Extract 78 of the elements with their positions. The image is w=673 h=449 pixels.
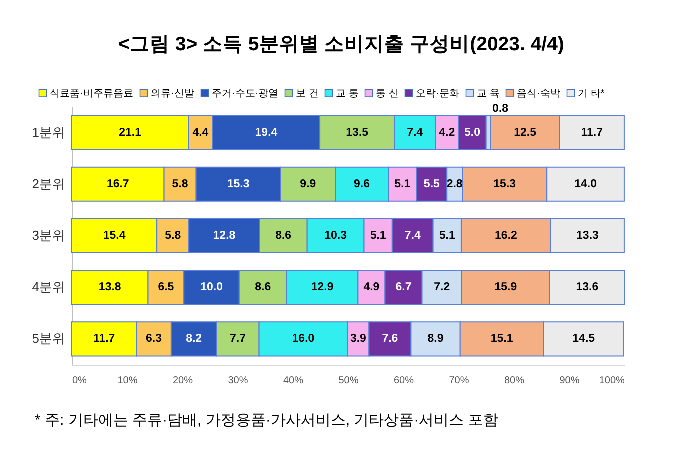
data-label: 7.4 xyxy=(407,126,424,139)
data-label: 13.6 xyxy=(576,282,599,294)
data-label: 3.9 xyxy=(350,333,366,346)
legend-label: 보 건 xyxy=(296,88,319,100)
data-label: 10.3 xyxy=(324,230,347,242)
data-label: 6.7 xyxy=(396,282,412,294)
legend-label: 교 육 xyxy=(477,88,500,100)
data-label: 4.9 xyxy=(364,282,380,294)
data-label: 7.6 xyxy=(382,333,398,346)
data-label: 4.2 xyxy=(439,126,456,139)
data-label: 0.8 xyxy=(492,102,510,115)
data-label: 13.5 xyxy=(346,126,370,139)
y-tick-label: 4분위 xyxy=(32,280,66,295)
chart-title: <그림 3> 소득 5분위별 소비지출 구성비(2023. 4/4) xyxy=(118,34,564,56)
data-label: 5.1 xyxy=(370,230,387,242)
x-tick-label: 0% xyxy=(72,376,88,386)
data-label: 4.4 xyxy=(192,126,210,139)
data-label: 12.5 xyxy=(514,126,538,139)
data-label: 11.7 xyxy=(581,126,604,139)
legend-label: 의류·신발 xyxy=(151,88,194,100)
legend-label: 오락·문화 xyxy=(416,88,460,100)
y-tick-label: 1분위 xyxy=(32,124,66,140)
x-tick-label: 80% xyxy=(504,376,525,386)
data-label: 7.2 xyxy=(434,282,450,294)
data-label: 9.9 xyxy=(300,178,316,190)
legend-label: 주거·수도·광열 xyxy=(212,88,279,100)
data-label: 14.5 xyxy=(572,333,596,346)
data-label: 10.0 xyxy=(200,282,223,294)
legend-label: 통 신 xyxy=(376,88,399,100)
data-label: 5.5 xyxy=(424,178,441,190)
y-tick-label: 5분위 xyxy=(32,331,66,346)
data-label: 5.1 xyxy=(394,178,412,190)
data-label: 9.6 xyxy=(354,178,370,190)
data-label: 8.2 xyxy=(186,333,202,346)
data-label: 5.8 xyxy=(165,230,182,242)
data-label: 5.8 xyxy=(172,178,189,190)
data-label: 13.8 xyxy=(98,282,122,294)
data-label: 16.0 xyxy=(292,333,315,346)
data-label: 5.1 xyxy=(439,230,456,242)
data-label: 13.3 xyxy=(576,230,599,242)
data-label: 6.5 xyxy=(158,282,175,294)
data-label: 6.3 xyxy=(146,333,162,346)
x-tick-label: 40% xyxy=(283,376,304,386)
data-label: 21.1 xyxy=(119,126,142,139)
x-tick-label: 30% xyxy=(228,376,248,386)
text: * 주: 기타에는 주류·담배, 가정용품·가사서비스, 기타상품·서비스 포함 xyxy=(35,412,498,429)
x-tick-label: 50% xyxy=(338,376,359,386)
data-label: 16.2 xyxy=(495,230,518,242)
x-tick-label: 10% xyxy=(118,376,138,386)
data-label: 15.3 xyxy=(494,178,516,190)
x-tick-label: 70% xyxy=(449,376,470,386)
data-label: 7.4 xyxy=(404,230,422,242)
data-label: 15.1 xyxy=(490,333,514,346)
data-label: 2.8 xyxy=(446,178,464,190)
data-label: 8.6 xyxy=(255,282,272,294)
x-tick-label: 90% xyxy=(560,376,580,386)
data-label: 8.9 xyxy=(428,333,444,346)
x-tick-label: 100% xyxy=(599,376,626,386)
legend-label: 기 타* xyxy=(578,88,605,100)
data-label: 15.9 xyxy=(494,282,518,294)
y-tick-label: 2분위 xyxy=(32,176,66,192)
legend-label: 교 통 xyxy=(336,88,359,100)
data-label: 14.0 xyxy=(574,178,597,190)
x-tick-label: 20% xyxy=(172,376,194,386)
data-label: 12.9 xyxy=(311,282,334,294)
data-label: 15.4 xyxy=(103,230,126,242)
data-label: 8.6 xyxy=(276,230,292,242)
data-label: 11.7 xyxy=(93,333,116,346)
legend-label: 음식·숙박 xyxy=(517,88,560,100)
data-label: 16.7 xyxy=(106,178,130,190)
legend-label: 식료품·비주류음료 xyxy=(50,88,134,100)
y-tick-label: 3분위 xyxy=(32,228,66,243)
data-label: 19.4 xyxy=(255,126,278,139)
data-label: 5.0 xyxy=(464,126,481,139)
x-tick-label: 60% xyxy=(394,376,414,386)
data-label: 12.8 xyxy=(213,230,236,242)
data-label: 15.3 xyxy=(227,178,250,190)
data-label: 7.7 xyxy=(230,333,246,346)
